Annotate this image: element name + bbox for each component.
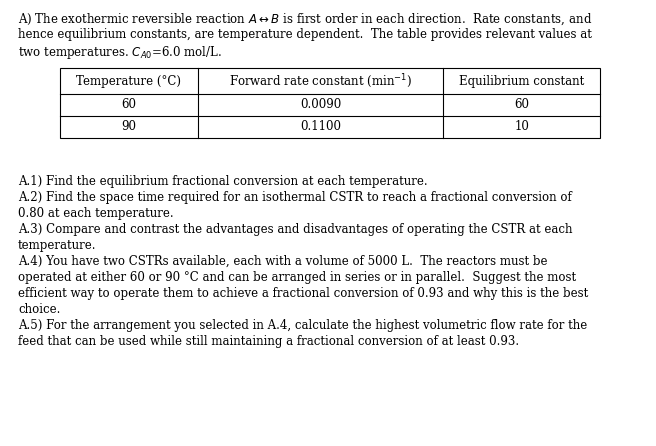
Text: A) The exothermic reversible reaction $A \leftrightarrow B$ is first order in ea: A) The exothermic reversible reaction $A… (18, 12, 592, 28)
Text: Forward rate constant (min$^{-1}$): Forward rate constant (min$^{-1}$) (229, 72, 412, 90)
Text: 0.80 at each temperature.: 0.80 at each temperature. (18, 207, 174, 220)
Text: A.4) You have two CSTRs available, each with a volume of 5000 L.  The reactors m: A.4) You have two CSTRs available, each … (18, 255, 548, 268)
Text: hence equilibrium constants, are temperature dependent.  The table provides rele: hence equilibrium constants, are tempera… (18, 28, 592, 41)
Text: 60: 60 (514, 99, 529, 112)
Text: 60: 60 (121, 99, 136, 112)
Text: A.3) Compare and contrast the advantages and disadvantages of operating the CSTR: A.3) Compare and contrast the advantages… (18, 223, 573, 236)
Text: two temperatures. $C_{A0}$=6.0 mol/L.: two temperatures. $C_{A0}$=6.0 mol/L. (18, 44, 222, 61)
Text: operated at either 60 or 90 °C and can be arranged in series or in parallel.  Su: operated at either 60 or 90 °C and can b… (18, 271, 576, 284)
Text: 10: 10 (514, 120, 529, 133)
Text: feed that can be used while still maintaining a fractional conversion of at leas: feed that can be used while still mainta… (18, 335, 519, 348)
Text: Equilibrium constant: Equilibrium constant (459, 74, 584, 87)
Text: temperature.: temperature. (18, 239, 96, 252)
Text: choice.: choice. (18, 303, 60, 316)
Text: efficient way to operate them to achieve a fractional conversion of 0.93 and why: efficient way to operate them to achieve… (18, 287, 588, 300)
Text: 90: 90 (121, 120, 136, 133)
Text: 0.1100: 0.1100 (300, 120, 341, 133)
Text: A.1) Find the equilibrium fractional conversion at each temperature.: A.1) Find the equilibrium fractional con… (18, 175, 428, 188)
Text: A.5) For the arrangement you selected in A.4, calculate the highest volumetric f: A.5) For the arrangement you selected in… (18, 319, 587, 332)
Text: Temperature (°C): Temperature (°C) (76, 74, 181, 87)
Text: 0.0090: 0.0090 (300, 99, 341, 112)
Bar (60, 68, 600, 138)
Text: A.2) Find the space time required for an isothermal CSTR to reach a fractional c: A.2) Find the space time required for an… (18, 191, 572, 204)
